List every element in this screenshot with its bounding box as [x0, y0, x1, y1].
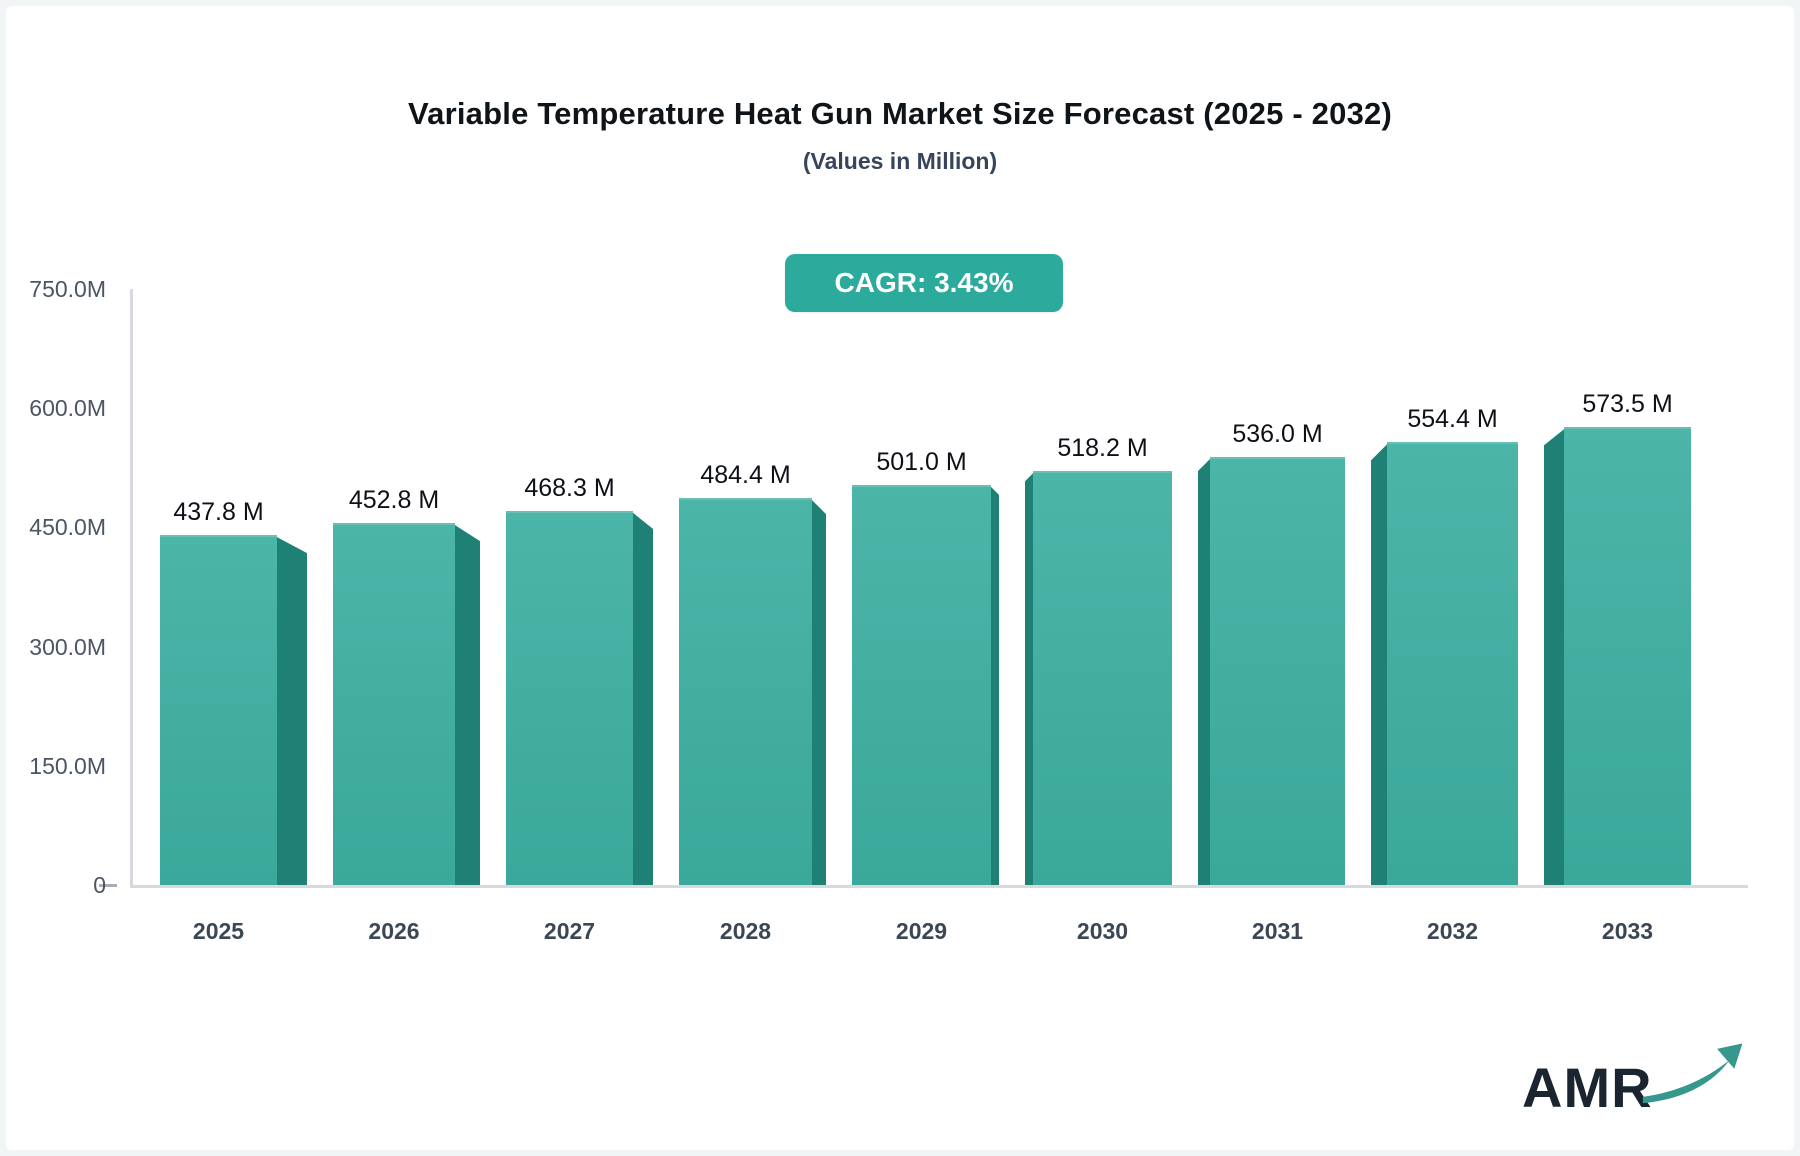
bar-group-2025 [160, 535, 307, 885]
bar-3d-side [1198, 459, 1210, 885]
y-tick-label: 0 [93, 872, 106, 898]
bar [333, 523, 455, 885]
x-axis-category-label: 2029 [895, 918, 948, 944]
bar-value-label: 437.8 M [173, 498, 264, 527]
bar-value-label: 536.0 M [1232, 420, 1323, 449]
bar-group-2028 [679, 498, 826, 885]
amr-logo: AMR [1522, 1038, 1742, 1118]
x-axis-category-label: 2030 [1076, 918, 1129, 944]
bar-group-2031 [1198, 457, 1345, 885]
y-tick-label: 300.0M [29, 633, 106, 660]
bar-value-label: 573.5 M [1582, 390, 1673, 419]
bar-3d-side [1025, 473, 1033, 885]
bar-value-label: 518.2 M [1057, 434, 1148, 463]
bar-group-2027 [506, 510, 653, 885]
y-axis-line [130, 289, 133, 888]
bar-3d-side [277, 537, 307, 885]
bar [1210, 457, 1345, 885]
chart-subtitle: (Values in Million) [802, 148, 998, 174]
y-tick-label: 750.0M [29, 276, 106, 302]
x-axis-category-label: 2026 [368, 918, 420, 944]
bar [506, 510, 633, 885]
x-axis-line [130, 885, 1748, 888]
bar [1033, 471, 1172, 885]
y-tick-label: 150.0M [29, 752, 106, 779]
bar-group-2026 [333, 523, 480, 885]
cagr-badge: CAGR: 3.43% [785, 254, 1063, 312]
amr-logo-text: AMR [1522, 1056, 1653, 1119]
bar-3d-side [812, 500, 826, 885]
bar [852, 484, 991, 885]
cagr-badge-label: CAGR: 3.43% [834, 267, 1014, 298]
bar-value-label: 452.8 M [348, 486, 440, 515]
growth-arrow-icon [1642, 1043, 1742, 1104]
bar-3d-side [455, 525, 480, 885]
bar-3d-side [991, 486, 999, 885]
bar [1564, 427, 1691, 885]
x-axis-category-label: 2027 [543, 918, 596, 944]
bar-3d-side [633, 512, 653, 885]
bar-3d-side [1544, 429, 1564, 885]
bar-group-2033 [1544, 427, 1691, 885]
bar [679, 498, 812, 885]
bar-group-2029 [852, 484, 999, 885]
x-axis-category-label: 2032 [1426, 918, 1479, 944]
y-tick-label: 450.0M [29, 514, 106, 541]
bar-value-label: 554.4 M [1407, 405, 1498, 434]
bar [160, 535, 277, 885]
bar-group-2032 [1371, 442, 1518, 885]
bar-value-label: 468.3 M [524, 473, 615, 502]
bar-3d-side [1371, 444, 1387, 885]
bar [1387, 442, 1518, 885]
bar-value-label: 484.4 M [700, 461, 791, 490]
bar-group-2030 [1025, 471, 1172, 885]
chart-title: Variable Temperature Heat Gun Market Siz… [408, 96, 1392, 131]
x-axis-category-label: 2031 [1251, 918, 1304, 944]
x-axis-category-label: 2028 [719, 918, 772, 944]
zero-tick-mark [99, 884, 117, 887]
y-tick-label: 600.0M [29, 395, 106, 422]
bar-value-label: 501.0 M [876, 447, 967, 476]
x-axis-category-label: 2025 [192, 918, 245, 944]
x-axis-category-label: 2033 [1601, 918, 1654, 944]
